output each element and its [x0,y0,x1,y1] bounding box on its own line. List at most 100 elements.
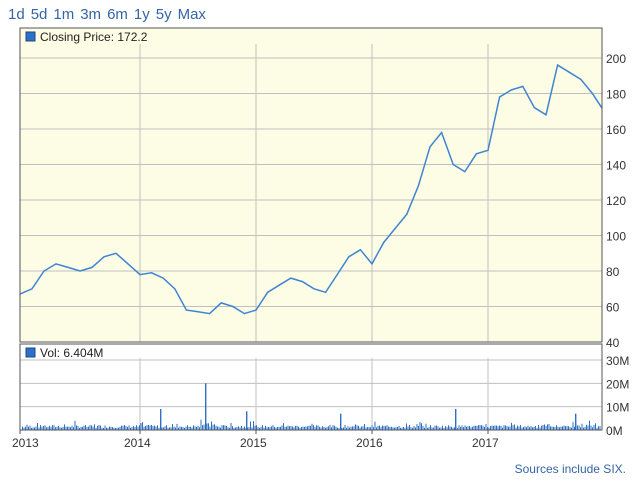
volume-frame [19,343,603,431]
volume-bar [494,425,496,430]
volume-bar [587,425,589,430]
volume-bar [407,426,409,430]
volume-bar [194,426,196,430]
volume-bar [238,426,239,430]
volume-bar [241,426,242,430]
volume-bar [476,425,478,430]
volume-bar [116,427,118,430]
volume-bar [167,427,169,430]
volume-bar [313,425,314,430]
volume-legend-swatch [25,347,36,358]
volume-bar [526,427,527,430]
volume-bar [559,427,560,430]
volume-bar [211,421,212,430]
volume-bar [484,427,485,430]
volume-bar [182,427,184,430]
volume-bar [373,427,374,430]
volume-bar [229,427,230,430]
volume-bar [391,426,392,430]
volume-bar [158,427,160,430]
volume-spike [205,383,207,430]
volume-bar [130,427,131,430]
volume-bar [34,427,35,430]
range-link-5d[interactable]: 5d [30,6,48,23]
price-point [151,272,153,274]
volume-bar [257,427,259,430]
volume-bar [386,425,388,430]
volume-bar [379,425,380,430]
volume-bar [100,425,101,430]
volume-bar [536,427,538,430]
volume-bar [400,427,401,430]
price-point [348,256,350,258]
volume-bar [50,426,52,430]
volume-bar [314,427,316,430]
volume-bar [46,427,47,430]
price-tick-label: 100 [606,230,626,244]
volume-bar [446,427,448,430]
price-point [139,273,141,276]
volume-bar [305,426,307,430]
price-point [301,281,303,283]
volume-bar [550,426,551,430]
volume-bar [325,427,326,430]
price-tick-label: 200 [606,52,626,66]
volume-bar [308,425,310,430]
range-link-1y[interactable]: 1y [133,6,150,23]
volume-bar [235,427,236,430]
volume-bar [500,425,502,430]
volume-bar [376,427,377,430]
volume-bar [37,423,38,430]
price-point [55,263,57,265]
volume-bar [374,421,376,430]
range-link-6m[interactable]: 6m [107,6,128,23]
volume-bar [262,425,263,430]
x-axis: 2013 2014 2015 2016 2017 [12,430,499,450]
volume-bar [181,426,182,430]
volume-bar [95,427,97,430]
volume-bar [281,425,283,430]
volume-bar [124,425,125,430]
volume-bar [316,425,317,430]
volume-bar [427,427,428,430]
volume-bar [464,425,466,430]
volume-bar [127,426,128,430]
x-tick-label: 2013 [12,436,39,450]
volume-bar [112,427,113,430]
price-point [162,277,164,279]
volume-bar [596,427,598,430]
volume-bar [49,425,50,430]
volume-bar [139,425,140,430]
volume-bar [472,426,473,430]
range-link-3m[interactable]: 3m [80,6,102,23]
volume-bar [232,426,233,430]
volume-bar [478,425,479,430]
volume-bar [467,426,469,430]
volume-bar [62,426,64,430]
volume-bar [68,426,70,430]
volume-bar [412,427,413,430]
volume-bar [317,425,319,430]
volume-bar [29,425,31,430]
price-tick-label: 60 [606,301,620,315]
volume-bar [137,426,139,430]
range-link-max[interactable]: Max [177,6,206,23]
volume-bar [103,427,104,430]
volume-bar [487,427,488,430]
volume-bar [572,422,574,430]
volume-bar [47,427,49,430]
volume-bar [334,425,335,430]
volume-bar [554,427,556,430]
price-point [232,305,234,308]
range-link-1d[interactable]: 1d [8,6,25,23]
volume-bar [418,426,419,430]
volume-bar [77,426,79,430]
volume-bar [331,427,332,430]
range-link-1m[interactable]: 1m [53,6,75,23]
volume-bar [452,427,454,430]
range-link-5y[interactable]: 5y [155,6,172,23]
volume-bar [202,425,203,430]
volume-bar [298,426,299,430]
volume-bar [475,425,476,430]
volume-bar [496,425,497,430]
